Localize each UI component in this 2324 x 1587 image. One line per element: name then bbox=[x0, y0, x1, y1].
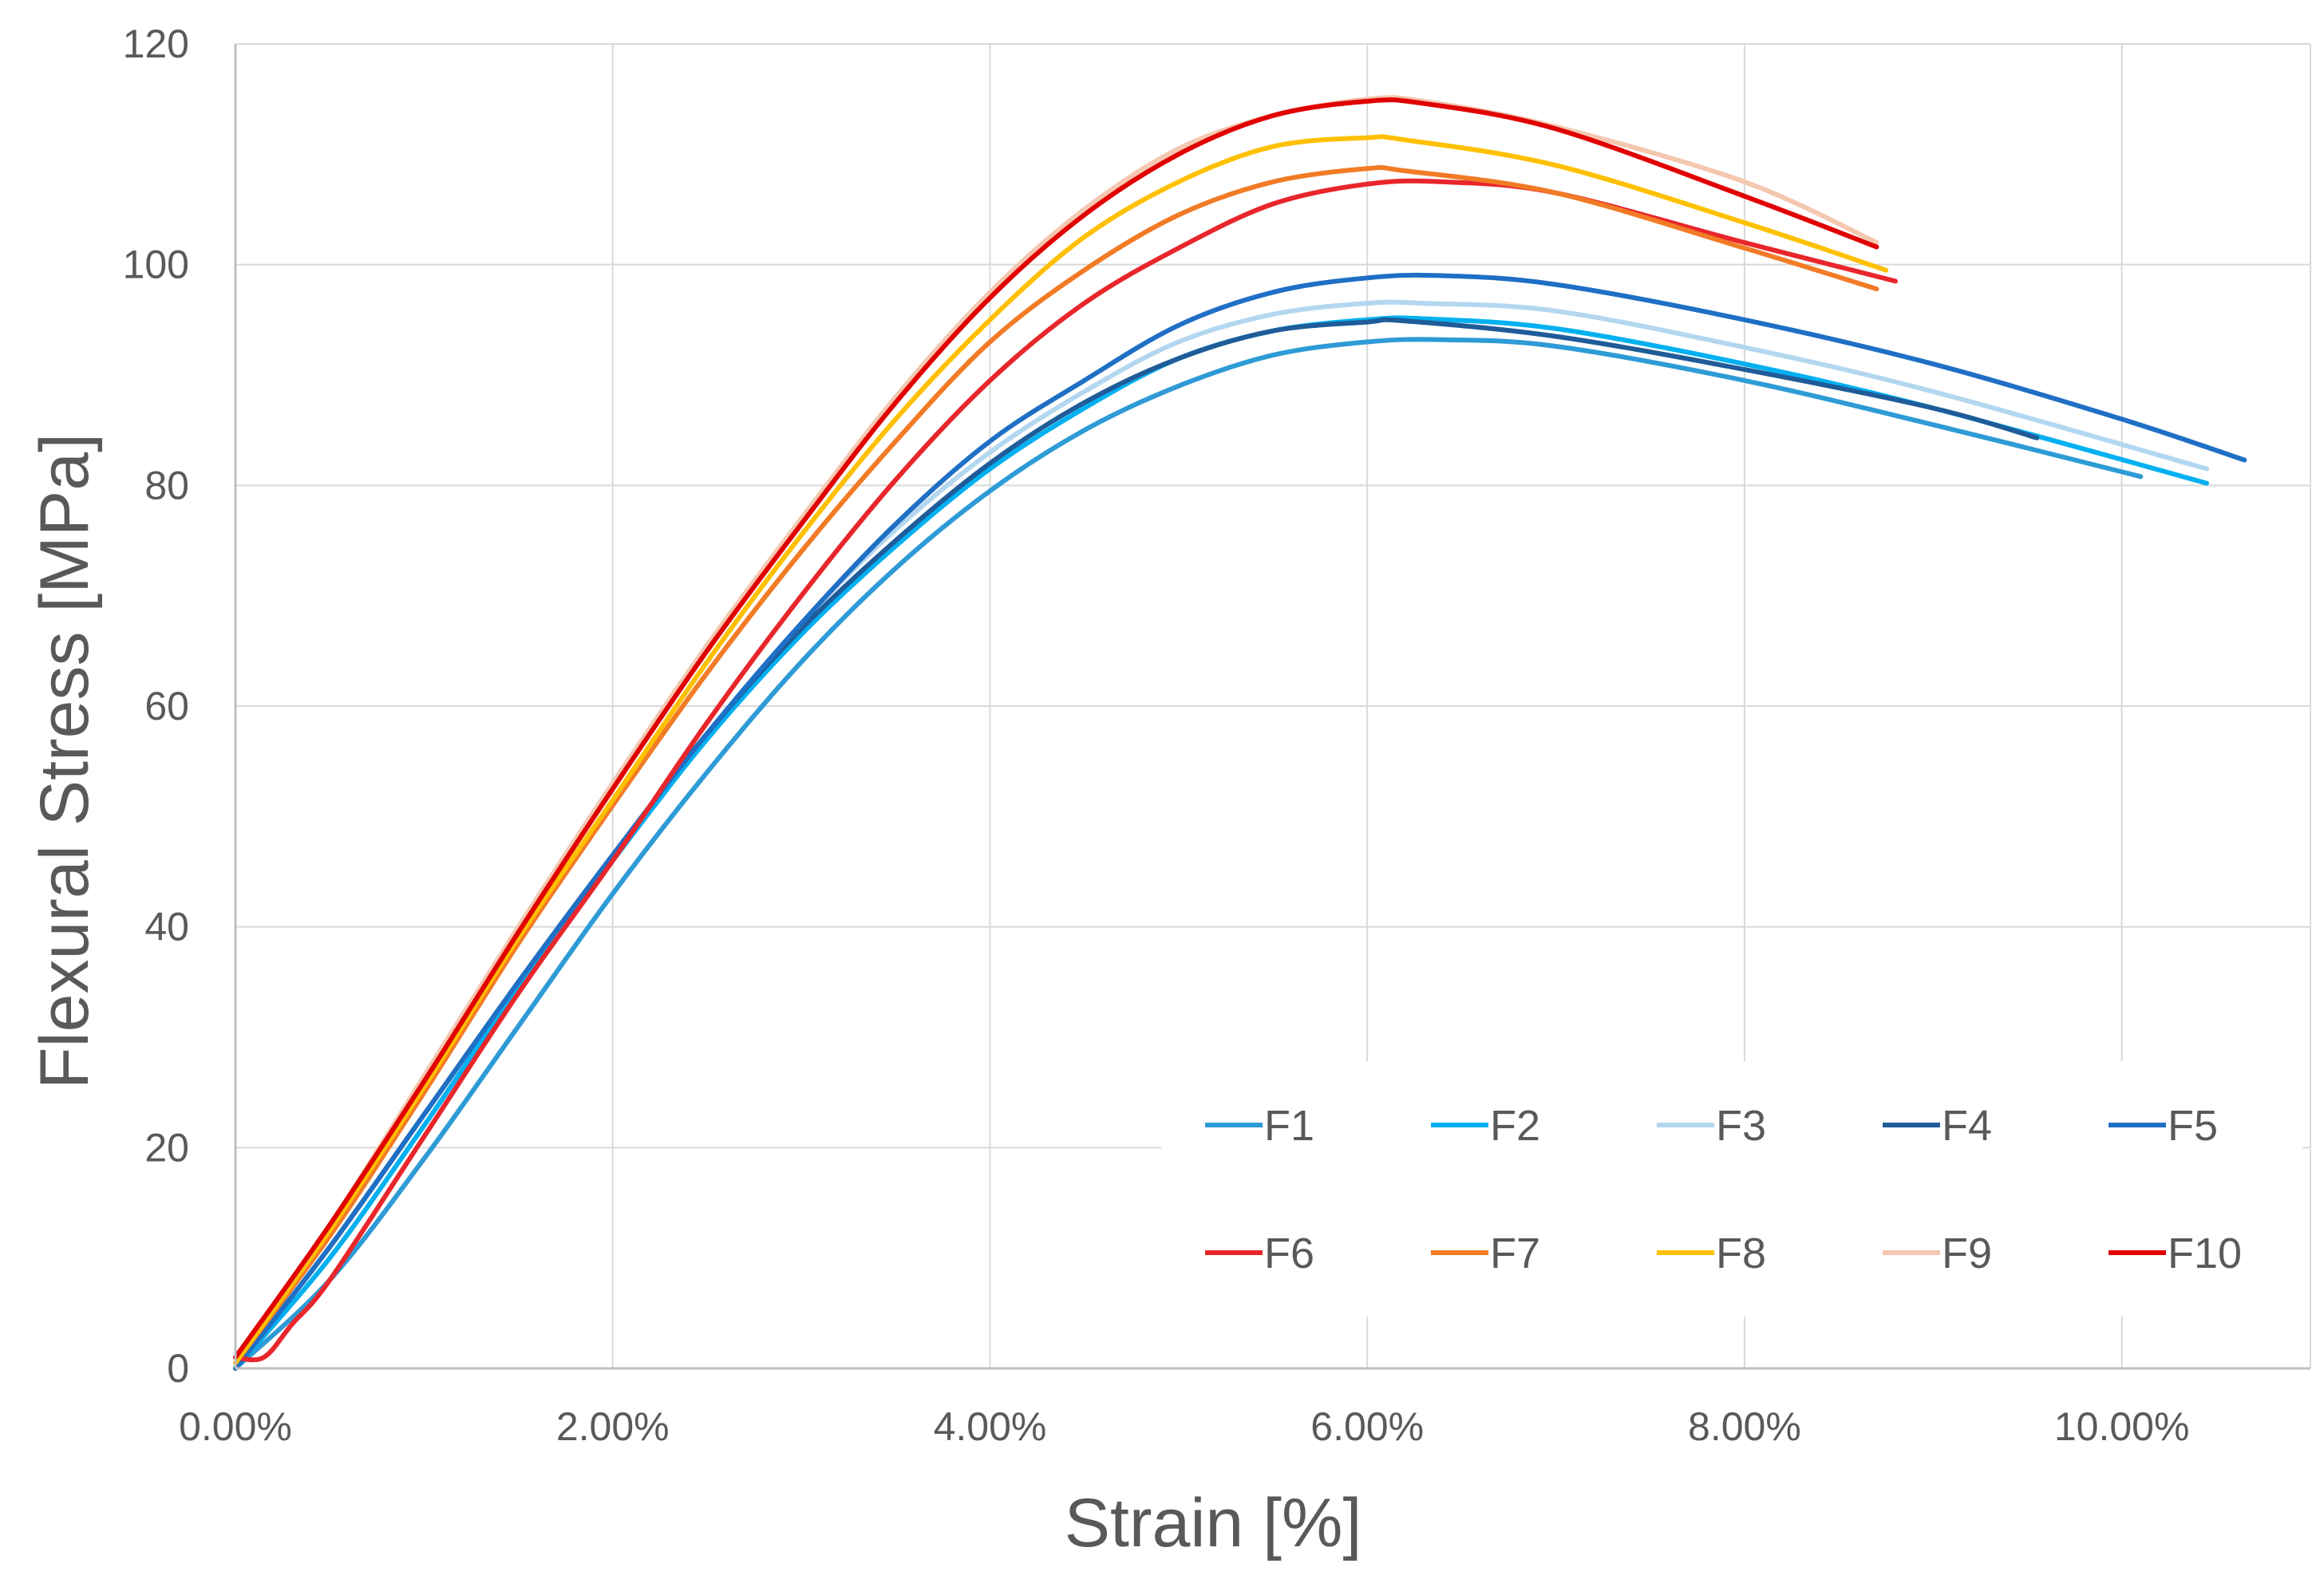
y-tick-label: 20 bbox=[144, 1125, 189, 1170]
legend-label-f9: F9 bbox=[1942, 1230, 1992, 1277]
x-tick-label: 8.00% bbox=[1688, 1404, 1801, 1449]
y-tick-label: 100 bbox=[123, 243, 189, 287]
legend-label-f2: F2 bbox=[1490, 1102, 1540, 1150]
y-axis-title: Flexural Stress [MPa] bbox=[26, 433, 103, 1089]
y-tick-label: 60 bbox=[144, 684, 189, 728]
legend-label-f4: F4 bbox=[1942, 1102, 1992, 1150]
y-tick-label: 80 bbox=[144, 463, 189, 507]
legend-label-f8: F8 bbox=[1716, 1230, 1766, 1277]
gridlines bbox=[235, 43, 2311, 1368]
y-tick-label: 40 bbox=[144, 905, 189, 949]
series-line-f2 bbox=[233, 315, 2209, 1371]
legend-label-f3: F3 bbox=[1716, 1102, 1766, 1150]
y-tick-label: 120 bbox=[123, 22, 189, 66]
legend-box bbox=[1161, 1061, 2302, 1317]
series-line-f6 bbox=[233, 178, 1898, 1363]
series-line-f8 bbox=[233, 134, 1889, 1366]
y-tick-label: 0 bbox=[167, 1346, 189, 1391]
legend: F1 F2 F3 F4 F5 F6 F7 F8 F9 F10 bbox=[1161, 1061, 2302, 1317]
series-line-f7 bbox=[233, 164, 1879, 1366]
legend-label-f5: F5 bbox=[2168, 1102, 2218, 1150]
x-tick-label: 2.00% bbox=[556, 1404, 670, 1449]
x-axis-title: Strain [%] bbox=[1065, 1485, 1362, 1561]
series-lines bbox=[233, 95, 2247, 1371]
legend-label-f10: F10 bbox=[2168, 1230, 2242, 1277]
legend-label-f6: F6 bbox=[1264, 1230, 1314, 1277]
x-tick-label: 10.00% bbox=[2054, 1404, 2190, 1449]
x-tick-label: 6.00% bbox=[1310, 1404, 1424, 1449]
x-tick-label: 4.00% bbox=[934, 1404, 1047, 1449]
series-line-f10 bbox=[233, 97, 1879, 1360]
series-line-f1 bbox=[233, 337, 2144, 1371]
x-tick-label: 0.00% bbox=[179, 1404, 292, 1449]
series-line-f5 bbox=[233, 272, 2247, 1371]
legend-label-f1: F1 bbox=[1264, 1102, 1314, 1150]
axes: 0 20 40 60 80 100 120 0.00% 2.00% 4.00% 6.00% 8.00%… bbox=[123, 22, 2310, 1449]
legend-label-f7: F7 bbox=[1490, 1230, 1540, 1277]
